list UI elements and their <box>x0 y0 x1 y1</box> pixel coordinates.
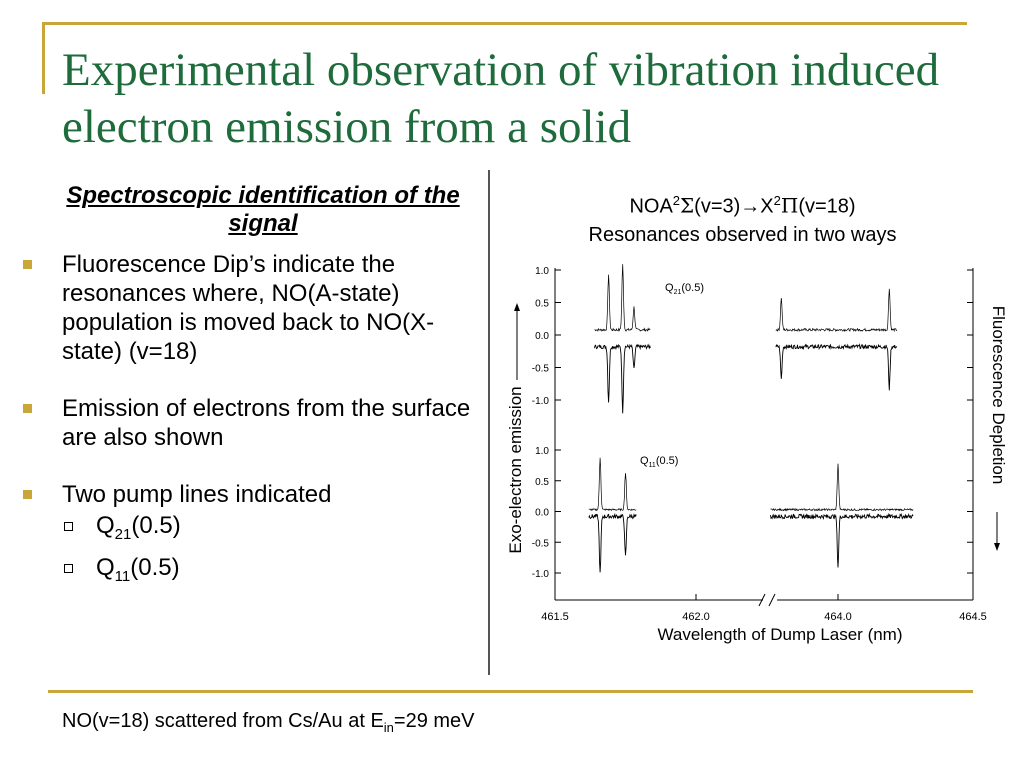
x-axis-label: Wavelength of Dump Laser (nm) <box>657 625 902 644</box>
bullet-item: Emission of electrons from the surface a… <box>20 394 480 452</box>
subheading: Spectroscopic identification of the sign… <box>66 182 460 237</box>
sub-bullet-item: Q11(0.5) <box>20 551 480 593</box>
fig-title-part: NOA <box>629 195 673 218</box>
fig-title-part: (v=18) <box>798 195 856 218</box>
figure-title-line1: NOA2Σ(v=3)→X2Π(v=18) <box>495 193 990 219</box>
bullet-text: Two pump lines indicated <box>62 481 332 508</box>
axis-break-mark <box>758 593 776 607</box>
y-axis-label-right: Fluorescence Depletion <box>989 306 1008 485</box>
sub-bullet-rest: (0.5) <box>131 512 181 539</box>
fig-title-sigma: Σ <box>680 193 695 218</box>
y-tick-label: 0.0 <box>535 331 549 342</box>
y-tick-label: 1.0 <box>535 266 549 277</box>
frame-top-rule <box>42 22 967 25</box>
y-tick-label: -0.5 <box>532 364 550 375</box>
hollow-square-icon <box>64 522 73 531</box>
annotation-q21: Q21(0.5) <box>665 282 704 296</box>
x-tick-label: 464.5 <box>959 611 987 623</box>
exo-emission-trace <box>594 264 651 332</box>
fluorescence-depletion-trace <box>588 512 637 573</box>
footer-rest: =29 meV <box>393 710 475 732</box>
y-tick-label: -0.5 <box>532 538 550 549</box>
x-tick-label: 461.5 <box>541 611 569 623</box>
bullet-square-icon <box>23 490 32 499</box>
arrow-up-head-icon <box>514 303 520 311</box>
fig-title-sup: 2 <box>773 193 781 208</box>
exo-emission-trace <box>770 463 914 512</box>
bullet-text: Emission of electrons from the surface a… <box>62 395 471 451</box>
sub-bullet-subscript: 21 <box>114 525 132 543</box>
sub-bullet-subscript: 11 <box>114 567 131 585</box>
sub-bullet-main: Q <box>96 553 115 581</box>
x-tick-label: 462.0 <box>682 611 710 623</box>
fluorescence-depletion-trace <box>770 512 914 568</box>
column-divider <box>488 170 490 675</box>
arrow-down-head-icon <box>994 543 1000 551</box>
y-tick-label: 0.5 <box>535 299 549 310</box>
exo-emission-trace <box>775 288 898 333</box>
bullet-list: Fluorescence Dip’s indicate the resonanc… <box>20 250 480 593</box>
y-tick-label: -1.0 <box>532 569 550 580</box>
y-tick-label: 1.0 <box>535 446 549 457</box>
footer-main: NO(v=18) scattered from Cs/Au at E <box>62 710 384 732</box>
footer-note: NO(v=18) scattered from Cs/Au at Ein=29 … <box>62 710 475 735</box>
y-tick-label: 0.0 <box>535 508 549 519</box>
chart-frame <box>554 268 974 601</box>
bullet-item: Fluorescence Dip’s indicate the resonanc… <box>20 250 480 366</box>
slide-title: Experimental observation of vibration in… <box>62 44 940 153</box>
fig-title-part: (v=3)→X <box>694 195 774 218</box>
figure-title-line2: Resonances observed in two ways <box>588 224 897 246</box>
frame-bottom-rule <box>48 690 973 693</box>
annotation-q11: Q11(0.5) <box>640 455 678 469</box>
sub-bullet-main: Q <box>96 512 115 539</box>
bullet-square-icon <box>23 404 32 413</box>
y-tick-label: 0.5 <box>535 477 549 488</box>
bullet-square-icon <box>23 260 32 269</box>
y-axis-label-left: Exo-electron emission <box>506 386 525 553</box>
exo-emission-trace <box>588 457 637 512</box>
x-tick-label: 464.0 <box>824 611 852 623</box>
fig-title-sup: 2 <box>672 193 681 208</box>
hollow-square-icon <box>64 563 73 573</box>
fluorescence-depletion-trace <box>594 343 651 414</box>
frame-left-rule <box>42 22 45 94</box>
bullet-item: Two pump lines indicated <box>20 480 480 509</box>
bullet-text: Fluorescence Dip’s indicate the resonanc… <box>62 251 435 365</box>
sub-bullet-rest: (0.5) <box>130 553 180 581</box>
sub-bullet-item: Q21(0.5) <box>20 509 480 551</box>
footer-subscript: in <box>383 720 394 735</box>
fluorescence-depletion-trace <box>775 343 898 391</box>
fig-title-pi: Π <box>780 193 799 218</box>
y-tick-label: -1.0 <box>532 396 550 407</box>
